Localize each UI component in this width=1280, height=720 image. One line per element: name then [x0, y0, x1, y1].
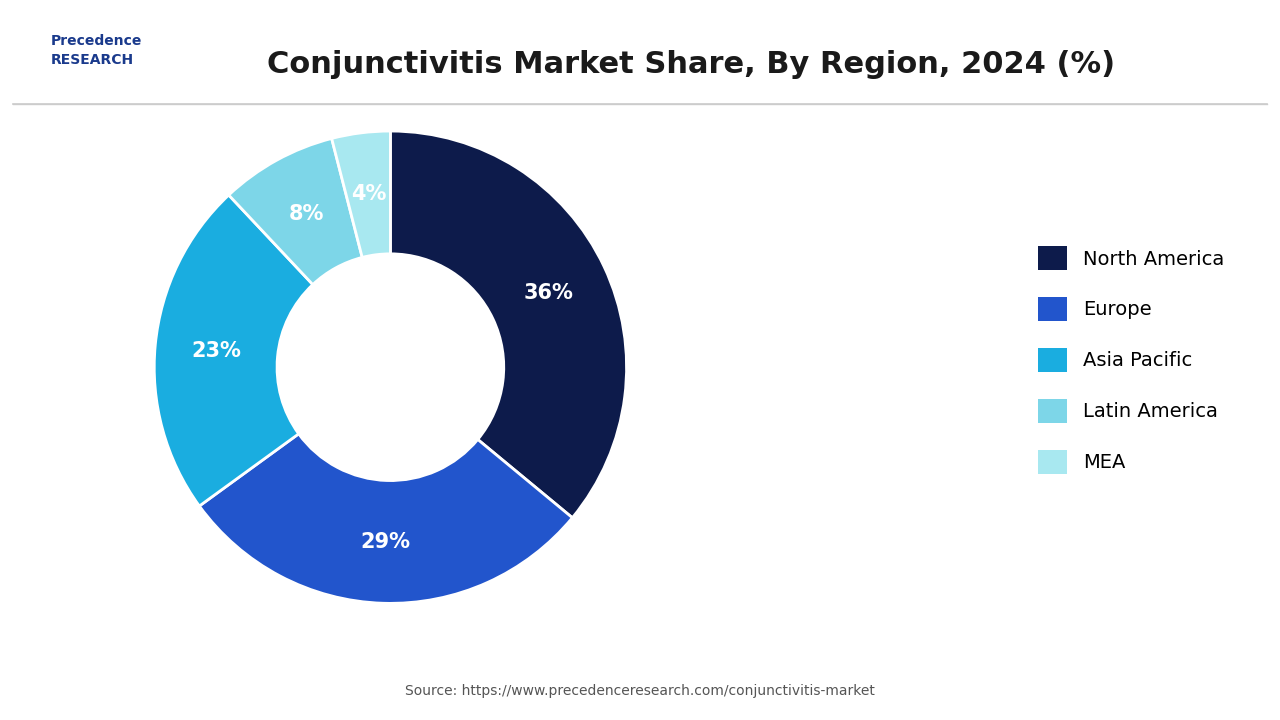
- Wedge shape: [390, 131, 626, 518]
- Text: 4%: 4%: [351, 184, 387, 204]
- Legend: North America, Europe, Asia Pacific, Latin America, MEA: North America, Europe, Asia Pacific, Lat…: [1030, 238, 1231, 482]
- Wedge shape: [200, 434, 572, 603]
- Wedge shape: [229, 138, 362, 284]
- Wedge shape: [155, 195, 312, 506]
- Text: Source: https://www.precedenceresearch.com/conjunctivitis-market: Source: https://www.precedenceresearch.c…: [404, 684, 876, 698]
- Wedge shape: [332, 131, 390, 258]
- Text: 23%: 23%: [192, 341, 242, 361]
- Text: 29%: 29%: [360, 532, 410, 552]
- Text: Precedence
RESEARCH: Precedence RESEARCH: [51, 34, 142, 67]
- Text: 36%: 36%: [524, 283, 573, 303]
- Text: 8%: 8%: [288, 204, 324, 224]
- Text: Conjunctivitis Market Share, By Region, 2024 (%): Conjunctivitis Market Share, By Region, …: [268, 50, 1115, 79]
